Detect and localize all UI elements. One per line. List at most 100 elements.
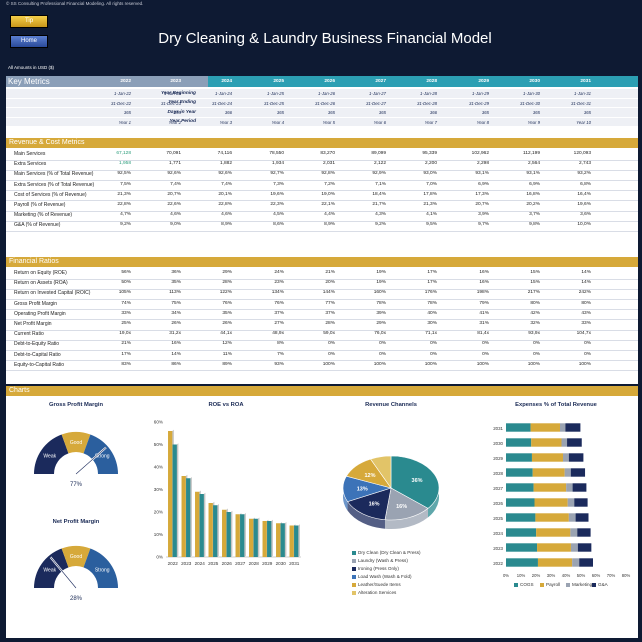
timeline-cell: Year 6 <box>373 119 386 125</box>
row-cell: 22,3% <box>270 202 284 207</box>
row-cell: 0% <box>379 341 386 347</box>
row-cell: 102,962 <box>471 151 489 156</box>
legend-swatch <box>352 550 356 555</box>
pie-slice-label: 16% <box>369 502 380 508</box>
row-separator <box>6 169 638 171</box>
gauge-value: 28% <box>70 596 83 602</box>
x-tick-label: 80% <box>622 573 631 578</box>
gauge-segment-label: Strong <box>95 454 110 460</box>
row-cell: 74,116 <box>217 151 232 156</box>
row-cell: 17,8% <box>423 191 437 197</box>
timeline-cell: 31-Dec-26 <box>314 100 335 106</box>
row-cell: 14% <box>171 351 181 357</box>
row-cell: 20,7% <box>475 202 489 207</box>
row-cell: 28% <box>325 321 335 326</box>
stacked-bar-segment <box>506 498 535 507</box>
pie-legend-item: Dry Clean (Dry Clean & Press) <box>352 550 421 555</box>
row-separator <box>6 220 638 222</box>
expenses-legend: COGS Payroll Marketing G&A <box>514 582 634 590</box>
row-cell: 20,2% <box>526 202 540 207</box>
row-cell: 32% <box>530 321 540 326</box>
year-header: 2030 <box>529 79 540 84</box>
timeline-cell: 1-Jan-31 <box>574 91 591 96</box>
stacked-bar-segment <box>534 498 568 507</box>
row-cell: 24% <box>274 270 284 275</box>
row-cell: 21,3% <box>423 202 437 207</box>
stacked-bar-segment <box>570 543 578 552</box>
row-cell: 76% <box>274 300 284 306</box>
row-cell: 18,4% <box>372 191 386 197</box>
stacked-bar-segment <box>572 483 587 492</box>
stacked-bar-segment <box>537 543 571 552</box>
row-label: Marketing (% of Revenue) <box>14 212 73 219</box>
stacked-bar-segment <box>570 468 586 477</box>
row-cell: 6,9% <box>529 181 540 187</box>
bar-series-1 <box>280 522 287 557</box>
roe-roa-chart: 0% 10% 20% 30% 40% 50% 60% 2022 2023 2024 2025 2026… <box>154 420 301 566</box>
bar-series-1 <box>172 443 179 557</box>
row-cell: 160% <box>373 290 386 296</box>
legend-label: Dry Clean (Dry Clean & Press) <box>358 550 421 555</box>
y-tick-label: 2031 <box>493 426 503 431</box>
row-label: Operating Profit Margin <box>14 310 66 317</box>
year-header: 2025 <box>273 79 284 84</box>
bar-depth <box>284 522 287 557</box>
stacked-bar-segment <box>532 468 565 477</box>
gauge-segment-strong <box>83 434 118 474</box>
bar-depth <box>190 477 192 557</box>
row-cell: 42% <box>530 310 540 316</box>
row-cell: 92,6% <box>167 171 181 177</box>
row-separator <box>6 288 638 290</box>
stacked-bar-segment <box>506 543 538 552</box>
pie-slice <box>347 487 392 521</box>
x-tick-label: 2031 <box>289 561 300 566</box>
pie-side <box>347 501 385 529</box>
y-tick-label: 2029 <box>493 456 503 461</box>
timeline-cell: Year 8 <box>476 119 489 125</box>
y-tick-label: 2027 <box>493 486 503 491</box>
pie-legend-item: Laundry (Wash & Press) <box>352 558 408 563</box>
row-label: Return on Invested Capital (ROIC) <box>14 290 91 297</box>
year-header: 2028 <box>426 79 437 84</box>
legend-label: Marketing <box>572 582 593 587</box>
row-label: Gross Profit Margin <box>14 300 58 307</box>
row-cell: 35% <box>222 310 232 316</box>
legend-label: Alteration Services <box>358 590 397 595</box>
y-tick-label: 2023 <box>493 546 503 551</box>
stacked-bar-segment <box>563 453 569 462</box>
row-cell: 22,8% <box>117 202 131 207</box>
row-cell: 100% <box>322 361 335 367</box>
row-cell: 67,128 <box>116 151 131 156</box>
bar-series-1 <box>213 504 219 557</box>
timeline-cell: 365 <box>173 110 181 115</box>
home-button[interactable]: Home <box>10 35 48 48</box>
row-cell: 33% <box>121 310 131 316</box>
row-cell: 7,0% <box>426 181 437 187</box>
row-cell: 27% <box>274 321 284 326</box>
gauge-segment-label: Weak <box>43 454 56 460</box>
row-separator <box>6 190 638 191</box>
timeline-cell: Year 2 <box>168 119 181 125</box>
row-cell: 7,2% <box>324 181 335 187</box>
bar-depth <box>257 517 260 557</box>
tip-button[interactable]: Tip <box>10 15 48 28</box>
bar <box>280 523 285 557</box>
row-cell: 71,1x <box>425 331 437 337</box>
row-cell: 0% <box>328 351 335 357</box>
revenue-channels-pie: 36% 16% 16% 13% 12% <box>342 455 440 529</box>
row-cell: 0% <box>584 351 591 357</box>
bar-depth <box>176 443 179 557</box>
x-tick-label: 2022 <box>168 561 179 566</box>
row-cell: 104,7x <box>576 331 591 337</box>
row-label: Net Profit Margin <box>14 321 52 327</box>
row-cell: 4,1% <box>426 212 437 218</box>
stacked-bar-segment <box>577 543 592 552</box>
row-cell: 19,0% <box>321 191 335 197</box>
row-cell: 93,1% <box>526 171 540 177</box>
row-separator <box>6 339 638 341</box>
timeline-cell: Year 3 <box>219 119 232 125</box>
row-label: Payroll (% of Revenue) <box>14 202 66 208</box>
x-tick-label: 2025 <box>208 561 219 566</box>
row-cell: 16% <box>479 280 489 286</box>
